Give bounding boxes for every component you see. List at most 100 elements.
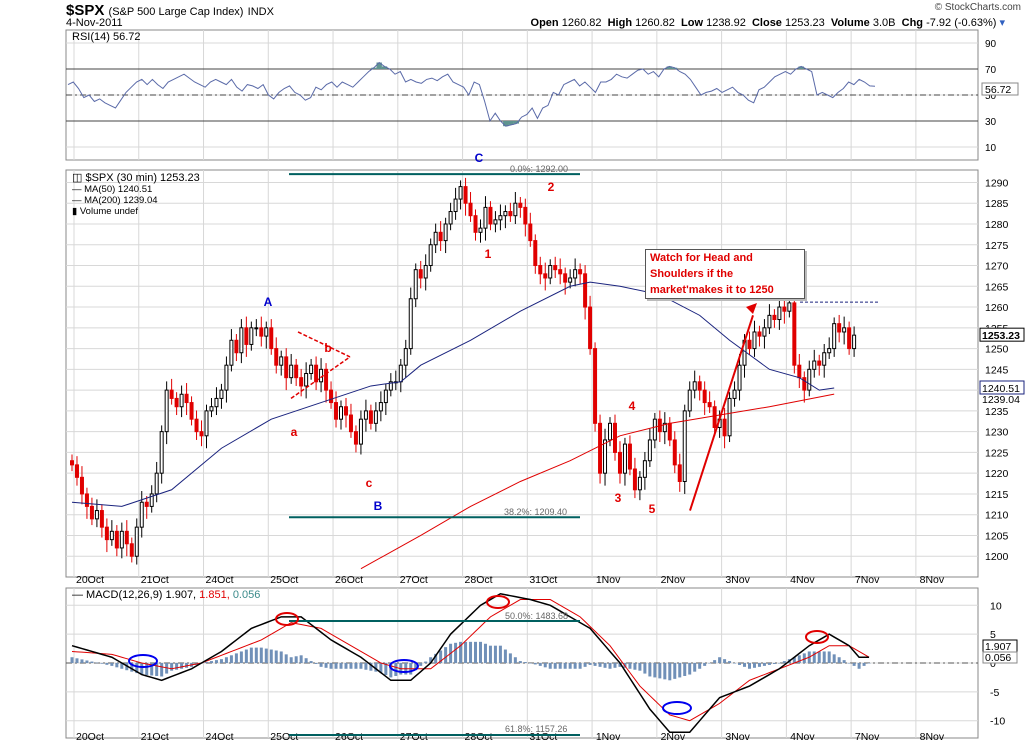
candle-body [124, 530, 129, 545]
macd-legend: — MACD(12,26,9) 1.907, 1.851, 0.056 [72, 589, 260, 601]
candle-body [687, 389, 692, 412]
candle-body [363, 410, 368, 420]
ma200-value-label: 1239.04 [982, 394, 1020, 406]
macd-histogram-bar [239, 651, 243, 663]
volume-legend: ▮ Volume undef [72, 206, 138, 217]
candle-body [777, 306, 782, 321]
dropdown-arrow-icon[interactable]: ▾ [999, 17, 1005, 29]
candle-body [448, 211, 453, 225]
candle-body [199, 431, 204, 437]
macd-histogram-bar [145, 663, 149, 676]
candle-body [423, 265, 428, 279]
macd-histogram-bar [498, 645, 502, 663]
candle-body [99, 510, 104, 528]
high-label: High [607, 17, 633, 29]
x-tick-label-macd: 1Nov [596, 731, 621, 743]
price-tick-label: 1250 [985, 344, 1009, 356]
macd-histogram-bar [309, 661, 313, 663]
macd-histogram-bar [867, 663, 871, 664]
macd-histogram-bar [334, 663, 338, 669]
crossover-circle [275, 612, 299, 626]
rsi-tick-label: 30 [985, 117, 997, 128]
candle-body [707, 402, 712, 408]
candle-body [109, 530, 114, 541]
macd-hist-current-label: 0.056 [985, 652, 1011, 664]
rsi-overbought-fill [671, 67, 678, 69]
candle-body [398, 364, 403, 383]
crossover-circle [805, 630, 829, 644]
price-tick-label: 1290 [985, 177, 1009, 189]
candle-body [508, 211, 513, 217]
candle-body [443, 223, 448, 242]
macd-histogram-bar [673, 663, 677, 679]
candle-body [817, 360, 822, 366]
ohlc-summary: Open 1260.82 High 1260.82 Low 1238.92 Cl… [531, 16, 1005, 29]
rsi-tick-label: 90 [985, 39, 997, 50]
x-tick-label-macd: 26Oct [335, 731, 363, 743]
candle-body [119, 530, 124, 549]
macd-histogram-bar [264, 648, 268, 663]
candle-body [632, 468, 637, 491]
chart-title: $SPX (S&P 500 Large Cap Index) INDX [66, 2, 274, 19]
macd-histogram-bar [538, 663, 542, 666]
macd-histogram-bar [588, 663, 592, 665]
macd-legend-hist: 0.056 [233, 589, 261, 601]
chart-header: $SPX (S&P 500 Large Cap Index) INDX 4-No… [0, 0, 1025, 30]
macd-histogram-bar [772, 663, 776, 664]
price-tick-label: 1280 [985, 219, 1009, 231]
macd-histogram-bar [837, 657, 841, 663]
callout-line-3: market'makes it to 1250 [650, 284, 774, 296]
candle-body [538, 265, 543, 275]
wave-label-C: C [475, 151, 484, 165]
high-value: 1260.82 [635, 17, 675, 29]
macd-histogram-bar [792, 657, 796, 663]
macd-histogram-bar [469, 641, 473, 663]
candle-body [249, 327, 254, 345]
x-tick-label-macd: 24Oct [206, 731, 234, 743]
rsi-overbought-fill [666, 66, 672, 69]
macd-histogram-bar [120, 663, 124, 669]
macd-histogram-bar [583, 663, 587, 667]
wave-label-b: b [324, 341, 331, 355]
macd-histogram-bar [668, 663, 672, 681]
macd-histogram-bar [648, 663, 652, 677]
macd-histogram-bar [294, 656, 298, 663]
macd-histogram-bar [533, 663, 537, 665]
candle-body [578, 269, 583, 275]
macd-histogram-bar [568, 663, 572, 669]
candle-body [408, 298, 413, 350]
candle-body [692, 381, 697, 391]
candle-body [334, 402, 339, 420]
candle-body [807, 368, 812, 391]
candle-body [453, 198, 458, 213]
candle-body [304, 373, 309, 387]
candle-body [558, 269, 563, 275]
low-value: 1238.92 [706, 17, 746, 29]
macd-histogram-bar [254, 647, 258, 663]
candle-body [518, 202, 523, 208]
candle-body [852, 334, 857, 350]
wave-label-1: 1 [485, 247, 492, 261]
candle-body [368, 410, 373, 424]
close-value: 1253.23 [785, 17, 825, 29]
macd-histogram-bar [752, 663, 756, 668]
macd-histogram-bar [289, 657, 293, 663]
macd-histogram-bar [95, 662, 99, 664]
candle-body [348, 414, 353, 433]
candle-body [373, 410, 378, 424]
macd-histogram-bar [110, 663, 114, 666]
rsi-tick-label: 70 [985, 65, 997, 76]
chg-value: -7.92 (-0.63%) [926, 17, 997, 29]
macd-histogram-bar [723, 659, 727, 663]
candle-body [184, 393, 189, 404]
candle-body [224, 364, 229, 391]
rsi-tick-label: 50 [985, 91, 997, 102]
x-tick-label-macd: 8Nov [920, 731, 945, 743]
macd-histogram-bar [279, 651, 283, 663]
macd-histogram-bar [857, 663, 861, 669]
chart-date: 4-Nov-2011 [66, 17, 123, 29]
price-tick-label: 1220 [985, 468, 1009, 480]
macd-histogram-bar [563, 663, 567, 669]
rsi-oversold-fill [503, 121, 509, 127]
candle-body [74, 464, 79, 478]
